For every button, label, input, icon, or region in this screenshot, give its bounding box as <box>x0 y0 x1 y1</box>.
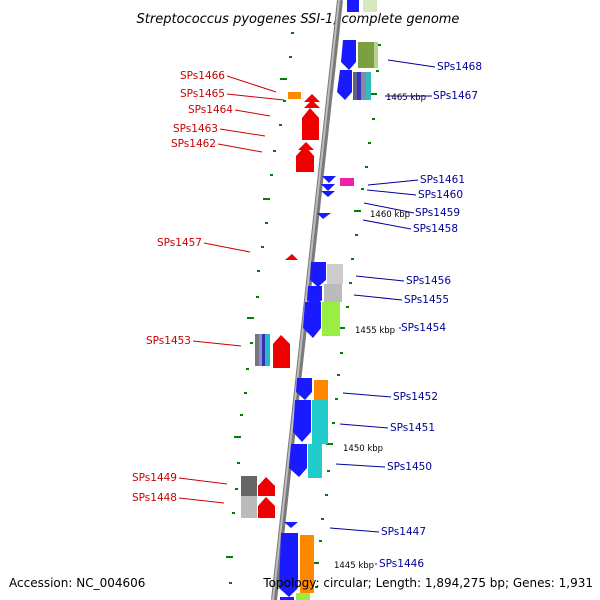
gene-label[interactable]: SPs1455 <box>404 294 449 306</box>
left-gene-labels: SPs1466 SPs1465 SPs1464 SPs1463 SPs1462 … <box>132 70 233 504</box>
gene-spS1446-b[interactable] <box>300 535 314 593</box>
topology-text: Topology: circular; Length: 1,894,275 bp… <box>262 576 593 590</box>
gene-label[interactable]: SPs1459 <box>415 207 460 219</box>
gene-label[interactable]: SPs1467 <box>433 90 478 102</box>
gene-spS1467-b[interactable] <box>353 72 357 100</box>
kbp-label: 1450 kbp <box>343 444 383 454</box>
map-title: Streptococcus pyogenes SSI-1, complete g… <box>137 12 460 27</box>
gene-label[interactable]: SPs1462 <box>171 138 216 150</box>
gene-label[interactable]: SPs1464 <box>188 104 233 116</box>
accession-text: Accession: NC_004606 <box>9 576 145 590</box>
gene-spS1455-a[interactable] <box>307 286 322 306</box>
gene-label[interactable]: SPs1468 <box>437 61 482 73</box>
gene-spS1468-b[interactable] <box>358 42 374 68</box>
gene-spS1453-e[interactable] <box>273 335 290 368</box>
gene-label[interactable]: SPs1452 <box>393 391 438 403</box>
gene-spS1468-c[interactable] <box>374 42 378 68</box>
gene-spS1461[interactable] <box>322 176 336 183</box>
gene-label[interactable]: SPs1458 <box>413 223 458 235</box>
left-strand-genes <box>241 92 320 518</box>
gene-spS1459[interactable] <box>321 191 335 197</box>
gene-spS1461-b[interactable] <box>340 178 354 186</box>
gene-label[interactable]: SPs1449 <box>132 472 177 484</box>
gene-spS1450-a[interactable] <box>289 444 307 477</box>
gene-spS1453-a[interactable] <box>255 334 259 366</box>
right-strand-genes <box>279 0 378 600</box>
gene-spS1457[interactable] <box>285 254 298 260</box>
gene-block[interactable] <box>347 0 359 12</box>
gene-label[interactable]: SPs1446 <box>379 558 424 570</box>
gene-spS1446-a[interactable] <box>279 533 298 597</box>
gene-spS1460[interactable] <box>321 184 335 191</box>
gene-spS1462[interactable] <box>296 146 314 172</box>
scale-ticks <box>226 32 381 588</box>
genome-backbone-highlight <box>272 0 340 600</box>
gene-spS1451-a[interactable] <box>293 400 311 442</box>
gene-spS1448-b[interactable] <box>258 497 275 518</box>
gene-block[interactable] <box>280 597 294 600</box>
gene-label[interactable]: SPs1448 <box>132 492 177 504</box>
gene-spS1450-b[interactable] <box>308 444 322 478</box>
gene-spS1467-a[interactable] <box>337 70 352 100</box>
gene-spS1464[interactable] <box>302 108 319 140</box>
gene-spS1448-a[interactable] <box>241 496 257 518</box>
gene-spS1455-b[interactable] <box>324 284 342 302</box>
kbp-label: 1445 kbp <box>334 561 374 571</box>
right-gene-labels: SPs1468 SPs1467 SPs1461 SPs1460 SPs1459 … <box>379 61 482 570</box>
kbp-labels: 1465 kbp 1460 kbp 1455 kbp 1450 kbp 1445… <box>334 93 426 571</box>
gene-spS1454-b[interactable] <box>322 302 340 336</box>
gene-block[interactable] <box>363 0 377 12</box>
gene-label[interactable]: SPs1463 <box>173 123 218 135</box>
gene-label[interactable]: SPs1460 <box>418 189 463 201</box>
gene-spS1467-c[interactable] <box>357 72 361 100</box>
gene-block[interactable] <box>296 593 310 600</box>
gene-label[interactable]: SPs1457 <box>157 237 202 249</box>
gene-spS1456-a[interactable] <box>310 262 326 287</box>
gene-label[interactable]: SPs1465 <box>180 88 225 100</box>
gene-spS1451-b[interactable] <box>312 400 328 444</box>
gene-spS1466[interactable] <box>288 92 301 99</box>
gene-label[interactable]: SPs1451 <box>390 422 435 434</box>
gene-label[interactable]: SPs1450 <box>387 461 432 473</box>
gene-spS1465[interactable] <box>304 94 320 102</box>
gene-label[interactable]: SPs1466 <box>180 70 225 82</box>
gene-label[interactable]: SPs1454 <box>401 322 446 334</box>
leader-lines-left <box>178 75 285 504</box>
gene-spS1456-b[interactable] <box>327 264 343 284</box>
gene-spS1449-b[interactable] <box>258 477 275 496</box>
gene-spS1454-a[interactable] <box>303 302 321 338</box>
kbp-label: 1455 kbp <box>355 326 395 336</box>
gene-spS1467-e[interactable] <box>366 72 371 100</box>
gene-label[interactable]: SPs1447 <box>381 526 426 538</box>
kbp-label: 1465 kbp <box>386 93 426 103</box>
gene-spS1464-top[interactable] <box>304 100 320 108</box>
gene-spS1453-b[interactable] <box>259 334 262 366</box>
gene-spS1453-d[interactable] <box>265 334 270 366</box>
gene-label[interactable]: SPs1461 <box>420 174 465 186</box>
gene-spS1449-a[interactable] <box>241 476 257 496</box>
gene-spS1458[interactable] <box>317 213 331 219</box>
gene-spS1452-a[interactable] <box>296 378 312 400</box>
gene-spS1452-b[interactable] <box>314 380 328 400</box>
kbp-label: 1460 kbp <box>370 210 410 220</box>
gene-spS1447[interactable] <box>284 522 298 528</box>
leader-lines-right <box>329 59 436 565</box>
gene-spS1468-a[interactable] <box>341 40 356 70</box>
gene-label[interactable]: SPs1456 <box>406 275 451 287</box>
gene-spS1453-c[interactable] <box>262 334 265 366</box>
gene-spS1463[interactable] <box>298 142 314 150</box>
gene-label[interactable]: SPs1453 <box>146 335 191 347</box>
gene-spS1467-d[interactable] <box>361 72 366 100</box>
